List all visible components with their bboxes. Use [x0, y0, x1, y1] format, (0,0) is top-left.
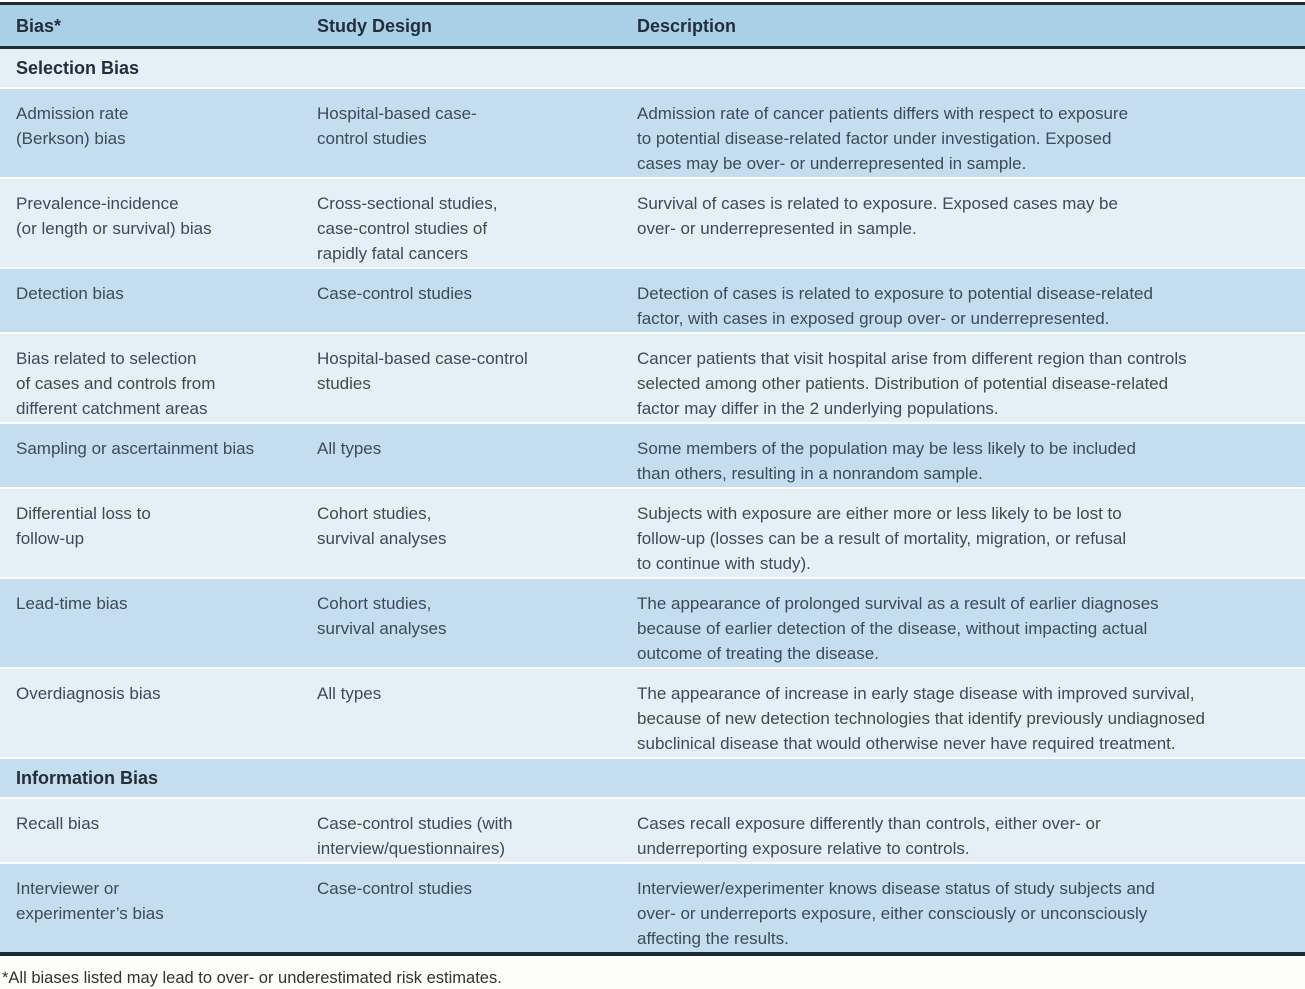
section-header-row: Selection Bias: [0, 49, 1305, 89]
column-header-bias: Bias*: [16, 16, 62, 36]
design-cell: All types: [317, 684, 382, 703]
design-cell: Case-control studies (with interview/que…: [317, 814, 513, 858]
design-cell: Hospital-based case- control studies: [317, 104, 477, 148]
table-row: Lead-time bias Cohort studies, survival a…: [0, 579, 1305, 669]
description-cell: Cases recall exposure differently than c…: [637, 814, 1101, 858]
bias-cell: Differential loss to follow-up: [16, 504, 151, 548]
bias-cell: Sampling or ascertainment bias: [16, 439, 255, 458]
table-row: Interviewer or experimenter’s bias Case-c…: [0, 864, 1305, 952]
design-cell: Cross-sectional studies, case-control st…: [317, 194, 498, 263]
design-cell: Hospital-based case-control studies: [317, 349, 528, 393]
design-cell: Cohort studies, survival analyses: [317, 594, 447, 638]
table-header-row: Bias* Study Design Description: [0, 5, 1305, 46]
description-cell: Interviewer/experimenter knows disease s…: [637, 879, 1155, 948]
column-header-description: Description: [637, 16, 737, 36]
table-row: Sampling or ascertainment bias All types S…: [0, 424, 1305, 489]
bias-cell: Admission rate (Berkson) bias: [16, 104, 129, 148]
design-cell: All types: [317, 439, 382, 458]
table-top-rule: [0, 2, 1305, 5]
bias-cell: Detection bias: [16, 284, 124, 303]
header-rule: [0, 46, 1305, 49]
table-footnote: *All biases listed may lead to over- or …: [2, 969, 502, 987]
table-row: Admission rate (Berkson) bias Hospital-ba…: [0, 89, 1305, 179]
bias-cell: Interviewer or experimenter’s bias: [16, 879, 164, 923]
bias-cell: Lead-time bias: [16, 594, 128, 613]
bias-cell: Overdiagnosis bias: [16, 684, 161, 703]
design-cell: Case-control studies: [317, 879, 472, 898]
table-row: Bias related to selection of cases and c…: [0, 334, 1305, 424]
design-cell: Case-control studies: [317, 284, 472, 303]
column-header-study-design: Study Design: [317, 16, 433, 36]
bias-table: Bias* Study Design Description Selection…: [0, 2, 1305, 956]
description-cell: The appearance of prolonged survival as …: [637, 594, 1159, 663]
description-cell: The appearance of increase in early stag…: [637, 684, 1205, 753]
table-row: Overdiagnosis bias All types The appearanc…: [0, 669, 1305, 759]
table-row: Recall bias Case-control studies (with in…: [0, 799, 1305, 864]
description-cell: Cancer patients that visit hospital aris…: [637, 349, 1187, 418]
section-title: Selection Bias: [16, 58, 140, 78]
table-bottom-rule: [0, 952, 1305, 956]
description-cell: Detection of cases is related to exposur…: [637, 284, 1153, 328]
section-header-row: Information Bias: [0, 759, 1305, 799]
table-row: Prevalence-incidence (or length or survi…: [0, 179, 1305, 269]
design-cell: Cohort studies, survival analyses: [317, 504, 447, 548]
table-row: Differential loss to follow-up Cohort stu…: [0, 489, 1305, 579]
bias-cell: Bias related to selection of cases and c…: [16, 349, 216, 418]
description-cell: Admission rate of cancer patients differ…: [637, 104, 1129, 173]
description-cell: Subjects with exposure are either more o…: [637, 504, 1127, 573]
section-title: Information Bias: [16, 768, 159, 788]
description-cell: Survival of cases is related to exposure…: [637, 194, 1118, 238]
bias-cell: Prevalence-incidence (or length or survi…: [16, 194, 212, 238]
table-body: Selection Bias Admission rate (Berkson) b…: [0, 49, 1305, 952]
table-row: Detection bias Case-control studies Detect…: [0, 269, 1305, 334]
bias-cell: Recall bias: [16, 814, 100, 833]
description-cell: Some members of the population may be le…: [637, 439, 1136, 483]
